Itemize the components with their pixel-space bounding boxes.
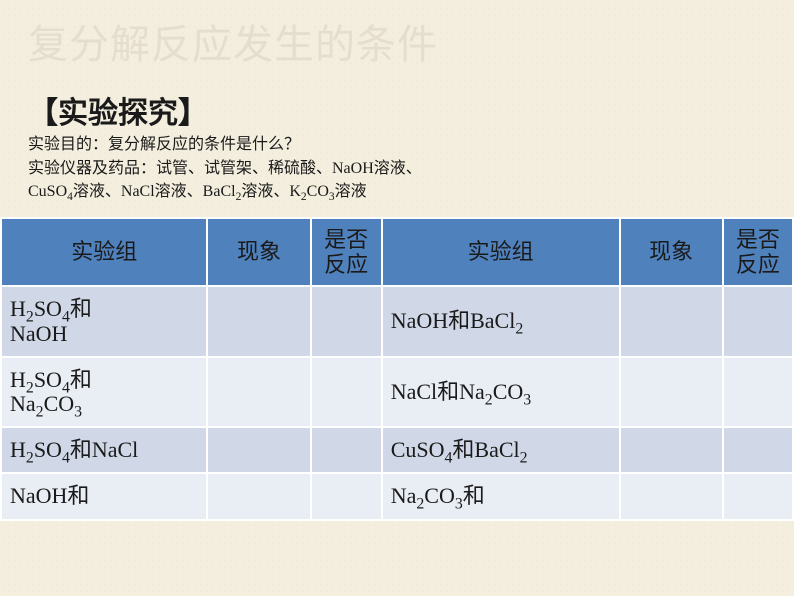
cell-group: H2SO4和NaCl — [1, 427, 207, 473]
cell-yn — [723, 286, 793, 356]
cell-phen — [207, 357, 310, 427]
cell-phen — [207, 473, 310, 519]
section-heading: 【实验探究】 — [28, 88, 766, 132]
cell-phen — [620, 286, 723, 356]
cell-group: H2SO4和NaOH — [1, 286, 207, 356]
cell-yn — [311, 286, 382, 356]
table-row: H2SO4和NaOH NaOH和BaCl2 — [1, 286, 793, 356]
table-row: H2SO4和NaCl CuSO4和BaCl2 — [1, 427, 793, 473]
table-row: H2SO4和Na2CO3 NaCl和Na2CO3 — [1, 357, 793, 427]
cell-yn — [311, 473, 382, 519]
cell-group: CuSO4和BaCl2 — [382, 427, 620, 473]
purpose-line: 实验目的：复分解反应的条件是什么？ — [28, 134, 766, 156]
cell-phen — [620, 357, 723, 427]
page-title: 复分解反应发生的条件 — [0, 0, 794, 70]
cell-phen — [207, 286, 310, 356]
experiment-table: 实验组 现象 是否反应 实验组 现象 是否反应 H2SO4和NaOH NaOH和… — [0, 217, 794, 521]
hdr-yn-left: 是否反应 — [311, 218, 382, 287]
cell-yn — [311, 427, 382, 473]
cell-phen — [620, 473, 723, 519]
hdr-yn-right: 是否反应 — [723, 218, 793, 287]
cell-phen — [207, 427, 310, 473]
cell-yn — [311, 357, 382, 427]
cell-group: NaOH和 — [1, 473, 207, 519]
hdr-group-right: 实验组 — [382, 218, 620, 287]
table-row: NaOH和 Na2CO3和 — [1, 473, 793, 519]
cell-group: NaCl和Na2CO3 — [382, 357, 620, 427]
hdr-phen-right: 现象 — [620, 218, 723, 287]
table-header-row: 实验组 现象 是否反应 实验组 现象 是否反应 — [1, 218, 793, 287]
cell-yn — [723, 357, 793, 427]
cell-group: NaOH和BaCl2 — [382, 286, 620, 356]
cell-yn — [723, 427, 793, 473]
cell-yn — [723, 473, 793, 519]
intro-block: 【实验探究】 实验目的：复分解反应的条件是什么？ 实验仪器及药品：试管、试管架、… — [0, 70, 794, 209]
apparatus-line-1: 实验仪器及药品：试管、试管架、稀硫酸、NaOH溶液、 — [28, 158, 766, 180]
apparatus-line-2: CuSO4溶液、NaCl溶液、BaCl2溶液、K2CO3溶液 — [28, 181, 766, 203]
cell-group: Na2CO3和 — [382, 473, 620, 519]
cell-group: H2SO4和Na2CO3 — [1, 357, 207, 427]
hdr-group-left: 实验组 — [1, 218, 207, 287]
cell-phen — [620, 427, 723, 473]
hdr-phen-left: 现象 — [207, 218, 310, 287]
table-body: H2SO4和NaOH NaOH和BaCl2 H2SO4和Na2CO3 NaCl和… — [1, 286, 793, 519]
